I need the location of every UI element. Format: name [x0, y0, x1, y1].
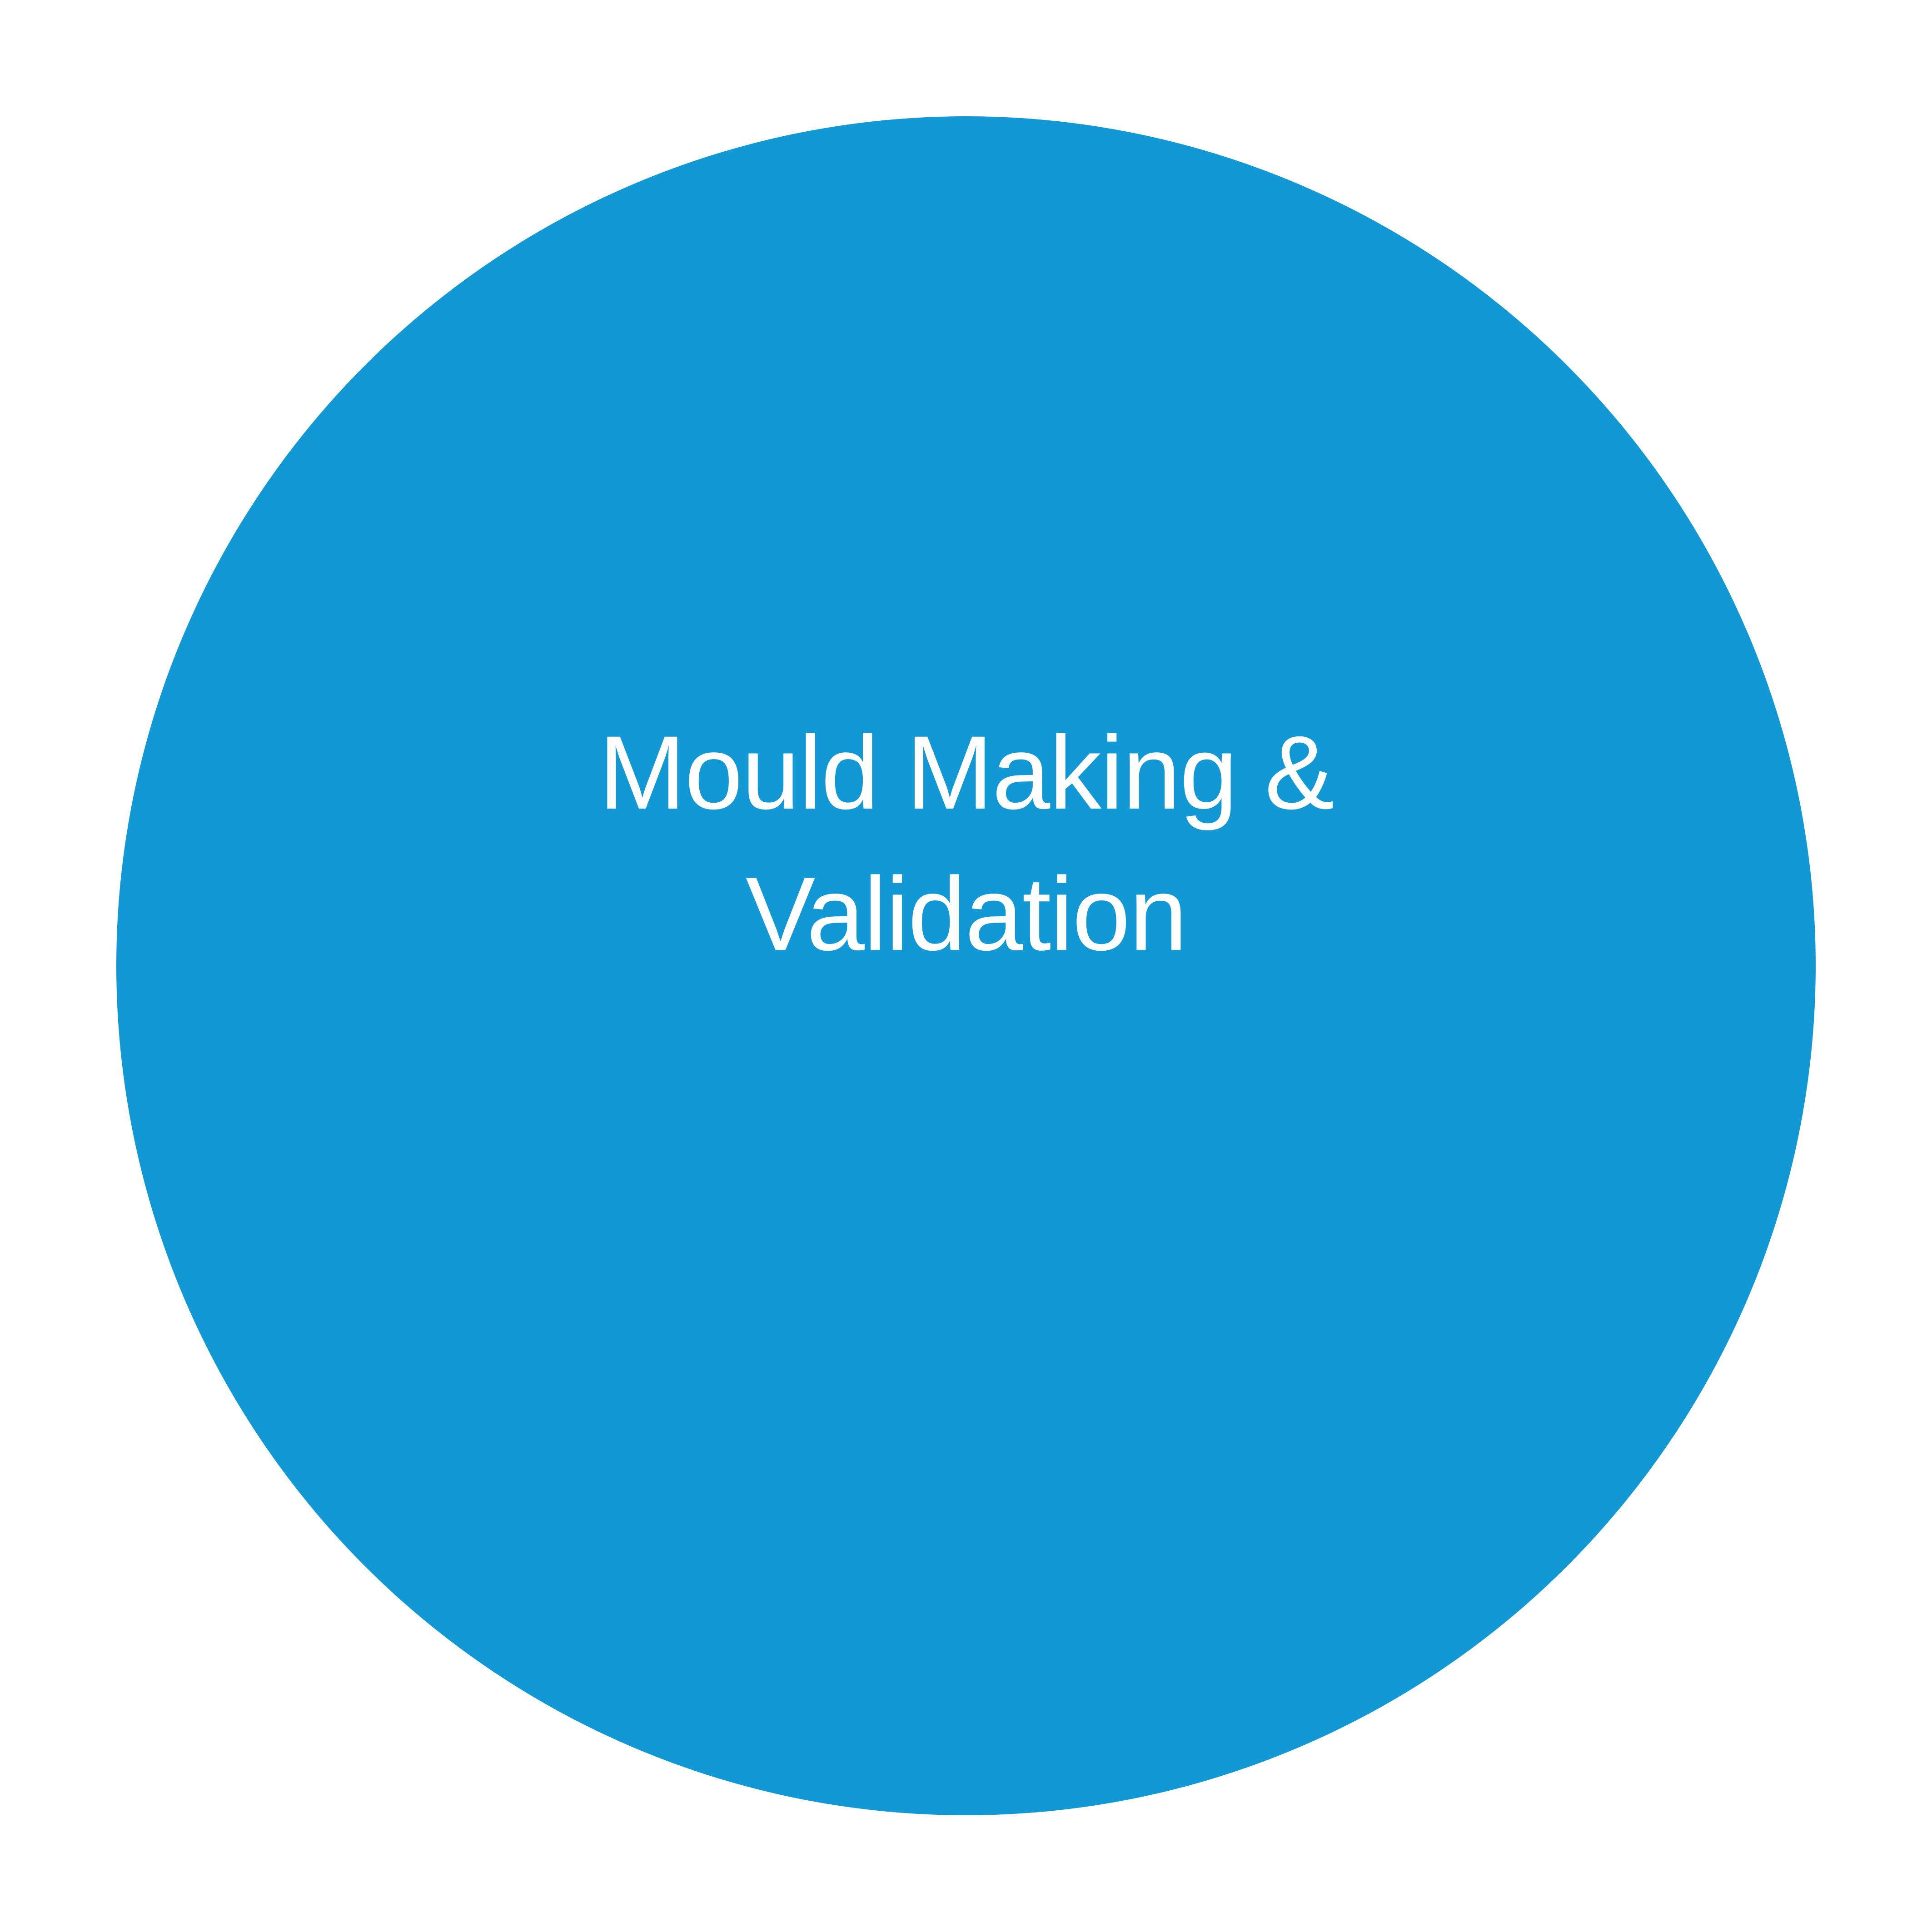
info-circle: Mould Making & Validation [116, 116, 1816, 1815]
circle-label: Mould Making & Validation [599, 702, 1334, 984]
